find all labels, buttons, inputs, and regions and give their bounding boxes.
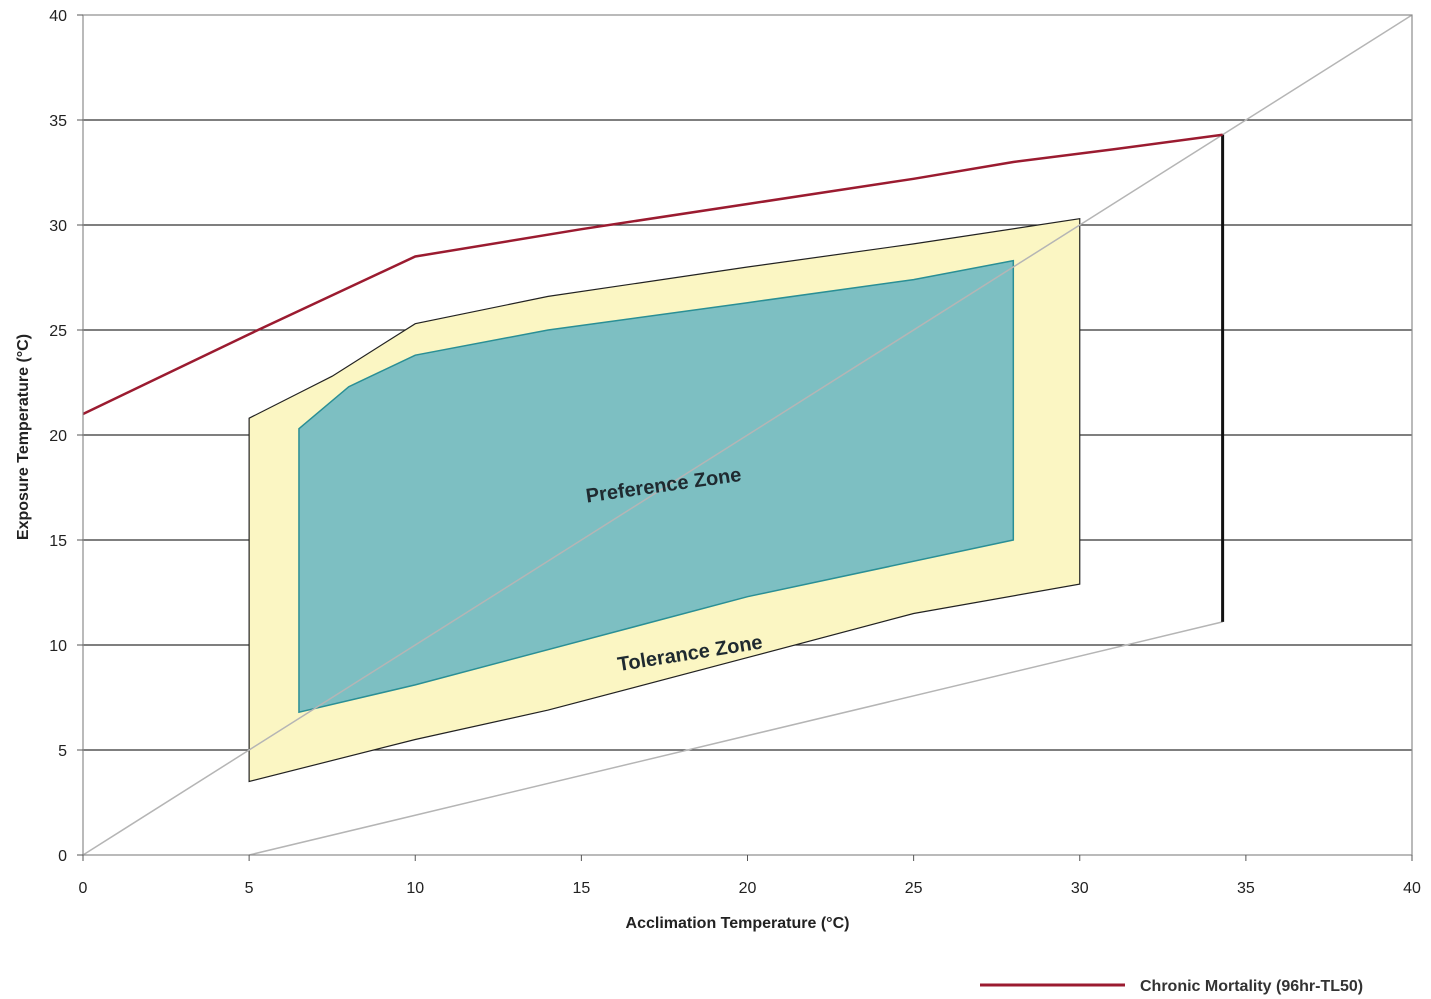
x-tick-label-10: 10 xyxy=(406,880,424,897)
x-tick-label-30: 30 xyxy=(1071,880,1089,897)
y-tick-label-5: 5 xyxy=(58,743,67,760)
x-tick-label-0: 0 xyxy=(79,880,88,897)
y-tick-label-20: 20 xyxy=(49,428,67,445)
series xyxy=(82,133,1223,416)
legend-label-chronic-mortality: Chronic Mortality (96hr-TL50) xyxy=(1140,978,1363,995)
y-tick-label-0: 0 xyxy=(58,848,67,865)
reference-line-2 xyxy=(248,621,1223,856)
x-tick-label-35: 35 xyxy=(1237,880,1255,897)
y-tick-label-35: 35 xyxy=(49,113,67,130)
preference-zone-polygon xyxy=(298,259,1015,714)
legend: Chronic Mortality (96hr-TL50) xyxy=(980,978,1363,995)
x-tick-label-25: 25 xyxy=(905,880,923,897)
x-axis-ticks: 0 5 10 15 20 25 30 35 40 xyxy=(79,855,1421,897)
zones xyxy=(248,218,1081,783)
x-tick-label-5: 5 xyxy=(245,880,254,897)
y-axis-ticks: 0 5 10 15 20 25 30 35 40 xyxy=(49,8,83,865)
y-tick-label-40: 40 xyxy=(49,8,67,25)
y-tick-label-10: 10 xyxy=(49,638,67,655)
chronic-mortality-line xyxy=(82,133,1223,416)
x-tick-label-15: 15 xyxy=(572,880,590,897)
reference-line-1 xyxy=(82,14,1413,856)
y-tick-label-25: 25 xyxy=(49,323,67,340)
x-tick-label-20: 20 xyxy=(739,880,757,897)
reference-lines xyxy=(82,14,1413,856)
y-tick-label-30: 30 xyxy=(49,218,67,235)
x-axis-title: Acclimation Temperature (°C) xyxy=(626,915,850,932)
y-tick-label-15: 15 xyxy=(49,533,67,550)
y-axis-title: Exposure Temperature (°C) xyxy=(15,334,32,540)
x-tick-label-40: 40 xyxy=(1403,880,1421,897)
